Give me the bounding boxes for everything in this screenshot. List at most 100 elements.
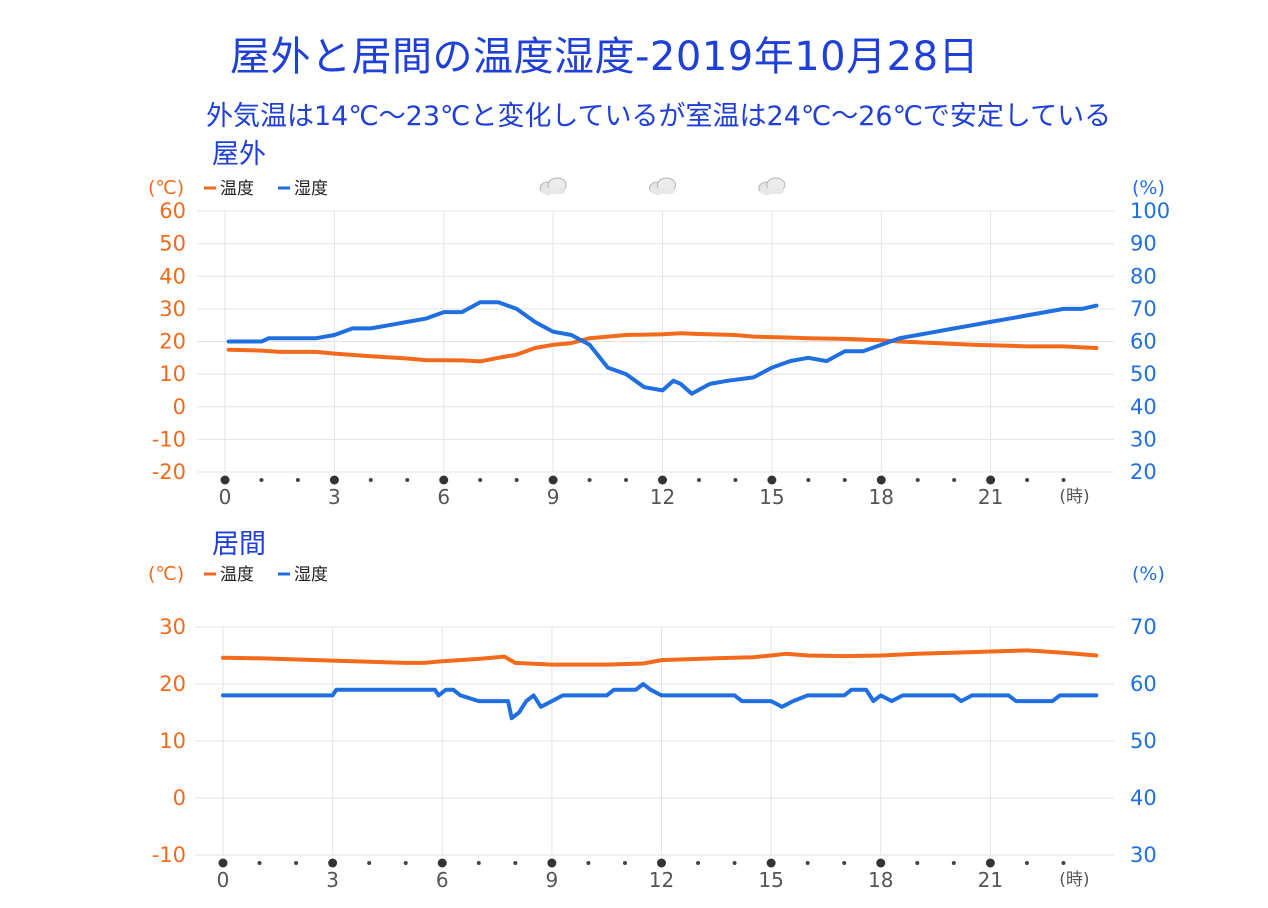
- y-right-unit: (%): [1132, 563, 1165, 585]
- y-left-tick-label: 30: [159, 297, 186, 321]
- y-left-tick-label: 20: [159, 330, 186, 354]
- cloud-icon: [758, 177, 786, 195]
- y-right-tick-label: 70: [1130, 615, 1157, 639]
- hour-dot: [294, 861, 299, 865]
- x-tick-label: 18: [868, 868, 893, 892]
- x-tick-label: 21: [978, 868, 1003, 892]
- hour-dot: [218, 858, 228, 868]
- y-left-tick-label: 0: [173, 786, 186, 810]
- hour-dot: [915, 478, 920, 482]
- x-axis-unit: (時): [1059, 870, 1089, 890]
- hour-dot: [259, 478, 264, 482]
- x-tick-label: 15: [758, 868, 783, 892]
- hour-dot: [1061, 861, 1066, 865]
- x-tick-label: 12: [649, 868, 674, 892]
- hour-dot: [806, 478, 811, 482]
- hour-dot: [915, 861, 920, 865]
- hour-dot: [1025, 478, 1030, 482]
- y-right-unit: (%): [1132, 177, 1165, 199]
- hour-dot: [437, 858, 447, 868]
- hour-dot: [951, 861, 956, 865]
- hour-dot: [367, 861, 372, 865]
- humidity-line: [226, 300, 1099, 396]
- y-left-tick-label: -10: [152, 843, 186, 867]
- y-right-tick-label: 30: [1130, 843, 1157, 867]
- y-left-tick-label: 40: [159, 264, 186, 288]
- hour-dot: [478, 478, 483, 482]
- temperature-line: [226, 331, 1099, 364]
- y-right-tick-label: 90: [1130, 232, 1157, 256]
- hour-dot: [1061, 478, 1066, 482]
- x-tick-label: 6: [436, 868, 449, 892]
- hour-dot: [733, 478, 738, 482]
- hour-dot: [220, 475, 230, 485]
- hour-dot: [476, 861, 481, 865]
- hour-dot: [257, 861, 262, 865]
- y-left-tick-label: 30: [159, 615, 186, 639]
- hour-dot: [767, 475, 777, 485]
- y-right-tick-label: 30: [1130, 427, 1157, 451]
- y-left-tick-label: 20: [159, 672, 186, 696]
- hour-dot: [403, 861, 408, 865]
- x-tick-label: 18: [869, 485, 894, 509]
- y-right-tick-label: 40: [1130, 786, 1157, 810]
- y-left-tick-label: 0: [173, 395, 186, 419]
- hour-dot: [513, 861, 518, 865]
- x-axis-unit: (時): [1059, 487, 1089, 507]
- hour-dot: [514, 478, 519, 482]
- y-left-unit: (℃): [148, 177, 184, 199]
- legend-label: 湿度: [294, 179, 328, 199]
- y-right-tick-label: 60: [1130, 672, 1157, 696]
- legend-label: 温度: [220, 565, 254, 585]
- x-tick-label: 3: [326, 868, 339, 892]
- hour-dot: [329, 475, 339, 485]
- cloud-icon: [649, 177, 676, 195]
- humidity-line: [221, 682, 1099, 721]
- hour-dot: [587, 478, 592, 482]
- hour-dot: [985, 858, 995, 868]
- hour-dot: [766, 858, 776, 868]
- x-tick-label: 0: [217, 868, 230, 892]
- hour-dot: [295, 478, 300, 482]
- hour-dot: [328, 858, 338, 868]
- hour-dot: [624, 478, 629, 482]
- temperature-line: [221, 648, 1099, 667]
- y-right-tick-label: 70: [1130, 297, 1157, 321]
- hour-dot: [842, 861, 847, 865]
- living-room-chart: 居間 (℃) (%) 温度 湿度 30 70 20 60 10 50 0 40 -10 30 0 3 6 9 12 15…: [148, 529, 1165, 892]
- hour-dot: [696, 861, 701, 865]
- hour-dot: [876, 475, 886, 485]
- hour-dot: [547, 858, 557, 868]
- x-tick-label: 15: [759, 485, 784, 509]
- x-tick-label: 21: [978, 485, 1003, 509]
- y-right-tick-label: 40: [1130, 395, 1157, 419]
- x-tick-label: 9: [546, 868, 559, 892]
- chart-title: 屋外: [212, 139, 266, 170]
- hour-dot: [439, 475, 449, 485]
- cloud-icon: [539, 177, 567, 195]
- y-right-tick-label: 50: [1130, 362, 1157, 386]
- hour-dot: [1024, 861, 1029, 865]
- hour-dot: [622, 861, 627, 865]
- hour-dot: [986, 475, 996, 485]
- hour-dot: [952, 478, 957, 482]
- x-tick-label: 9: [547, 485, 560, 509]
- hour-dot: [876, 858, 886, 868]
- y-left-tick-label: 50: [159, 232, 186, 256]
- y-left-tick-label: 10: [159, 362, 186, 386]
- y-right-tick-label: 80: [1130, 264, 1157, 288]
- legend-label: 湿度: [294, 565, 328, 585]
- y-right-tick-label: 100: [1130, 199, 1170, 223]
- y-left-tick-label: -10: [152, 427, 186, 451]
- x-tick-label: 6: [437, 485, 450, 509]
- y-right-tick-label: 50: [1130, 729, 1157, 753]
- hour-dot: [805, 861, 810, 865]
- y-left-unit: (℃): [148, 563, 184, 585]
- hour-dot: [658, 475, 667, 485]
- x-tick-label: 0: [219, 485, 232, 509]
- y-left-tick-label: -20: [152, 460, 186, 484]
- hour-dot: [657, 858, 666, 868]
- y-right-tick-label: 60: [1130, 330, 1157, 354]
- hour-dot: [586, 861, 591, 865]
